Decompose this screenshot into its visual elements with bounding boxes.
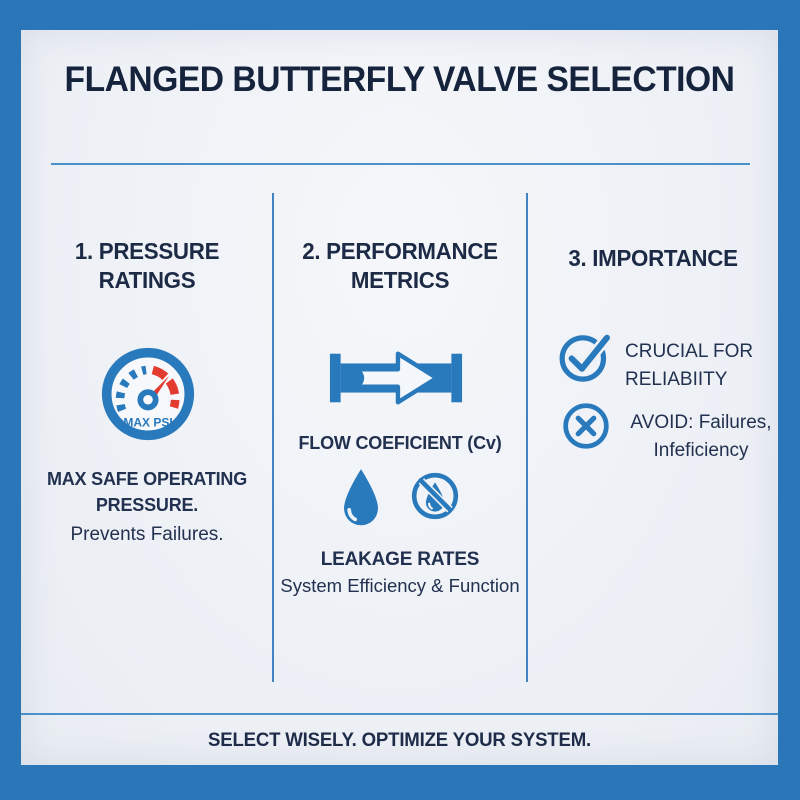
footer-tagline: SELECT WISELY. OPTIMIZE YOUR SYSTEM. [208, 730, 591, 751]
leakage-rates-label: LEAKAGE RATES [320, 549, 480, 570]
leakage-rates-subtext: System Efficiency & Function [280, 575, 520, 596]
section-heading-importance: 3. IMPORTANCE [568, 245, 738, 271]
footer-divider [21, 713, 778, 715]
pressure-subtext: Prevents Failures. [70, 524, 224, 545]
flow-arrow [354, 351, 439, 405]
section-heading-performance-metrics: 2. PERFORMANCE METRICS [302, 238, 498, 293]
no-leak-icon [411, 472, 459, 520]
section-heading-pressure-ratings: 1. PRESSURE RATINGS [74, 238, 220, 293]
title-divider [51, 163, 750, 165]
x-circle-icon [563, 403, 609, 449]
flanged-valve-flow-icon [329, 351, 463, 405]
content-panel: FLANGED BUTTERFLY VALVE SELECTION 1. PRE… [21, 30, 778, 765]
gauge-label: MAX PSI [123, 416, 172, 430]
page-title: FLANGED BUTTERFLY VALVE SELECTION [64, 60, 735, 99]
check-circle-icon [559, 332, 613, 382]
crucial-for-reliability-text: CRUCIAL FOR RELIABIITY [625, 341, 754, 391]
column-divider-1 [272, 193, 274, 682]
pressure-description: MAX SAFE OPERATING PRESSURE. [46, 469, 248, 516]
column-divider-2 [526, 193, 528, 682]
water-droplet-icon [344, 469, 378, 526]
pressure-gauge-icon: MAX PSI [101, 347, 195, 441]
flow-coefficient-label: FLOW COEFICIENT (Cv) [298, 433, 502, 453]
avoid-failures-text: AVOID: Failures, Infeficiency [630, 412, 772, 462]
